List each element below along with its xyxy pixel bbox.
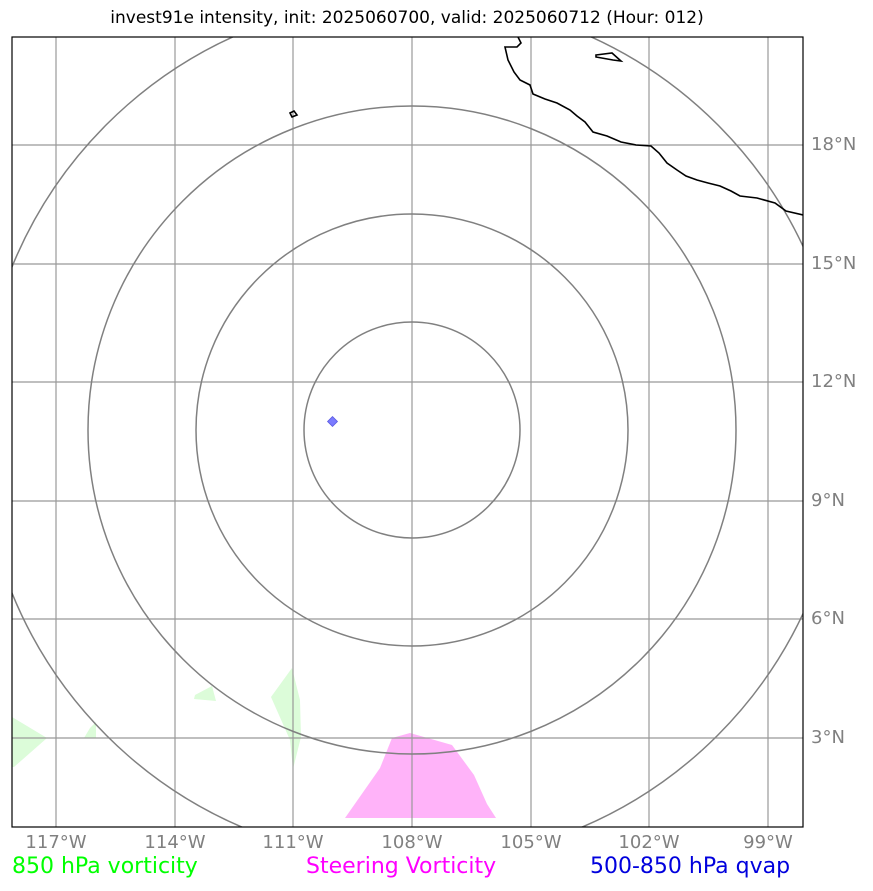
coastline	[288, 37, 803, 216]
range-ring-2	[195, 213, 629, 647]
lon-label-102w: 102°W	[618, 832, 680, 853]
steering-vorticity-shading	[345, 733, 496, 818]
lon-label-111w: 111°W	[262, 832, 324, 853]
storm-center-marker[interactable]	[326, 415, 339, 428]
lat-label-18n: 18°N	[811, 134, 857, 155]
lat-label-15n: 15°N	[811, 253, 857, 274]
lon-label-117w: 117°W	[25, 832, 87, 853]
range-rings	[12, 37, 803, 827]
range-ring-4	[12, 37, 803, 827]
lon-label-99w: 99°W	[743, 832, 793, 853]
range-ring-3	[87, 105, 737, 755]
lon-label-114w: 114°W	[144, 832, 206, 853]
vorticity-850-shading	[12, 668, 301, 769]
lat-label-12n: 12°N	[811, 371, 857, 392]
lon-label-108w: 108°W	[381, 832, 443, 853]
lat-label-6n: 6°N	[811, 608, 845, 629]
legend-850-vorticity: 850 hPa vorticity	[12, 854, 198, 879]
lat-label-9n: 9°N	[811, 490, 845, 511]
gridlines	[12, 37, 803, 827]
lon-label-105w: 105°W	[500, 832, 562, 853]
map-frame	[11, 36, 804, 828]
legend-steering-vorticity: Steering Vorticity	[306, 854, 497, 879]
legend-qvap: 500-850 hPa qvap	[590, 854, 791, 879]
lat-label-3n: 3°N	[811, 727, 845, 748]
map-title: invest91e intensity, init: 2025060700, v…	[110, 8, 704, 28]
range-ring-1	[303, 321, 521, 539]
